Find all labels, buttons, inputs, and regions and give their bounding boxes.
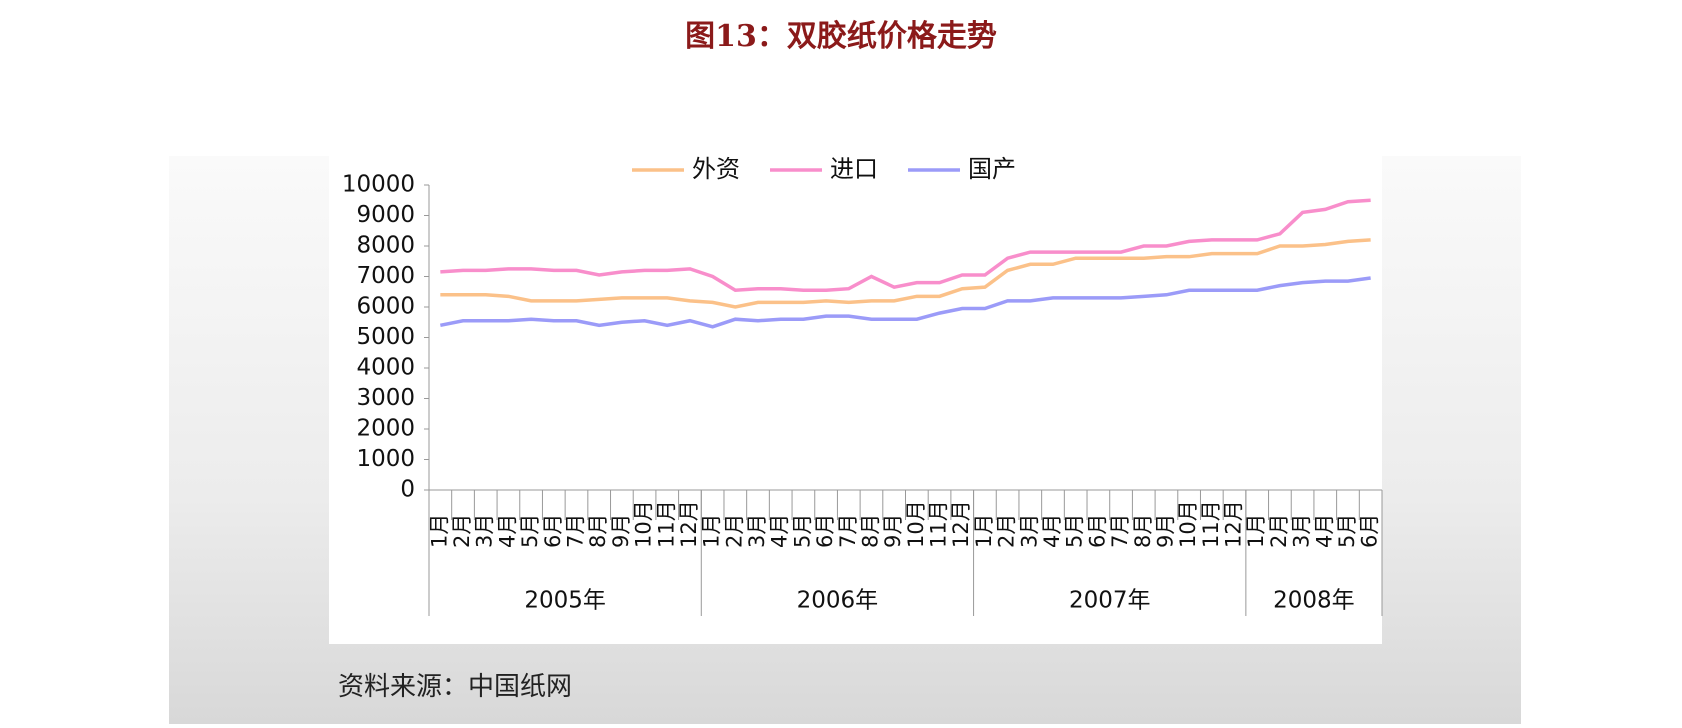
x-tick-label: 8月 (1131, 514, 1155, 548)
y-tick-label: 10000 (342, 172, 415, 198)
x-tick-label: 5月 (1063, 514, 1087, 548)
y-tick-label: 1000 (356, 446, 415, 472)
x-tick-label: 6月 (1358, 514, 1382, 548)
y-tick-label: 6000 (356, 294, 415, 320)
x-tick-label: 6月 (1085, 514, 1109, 548)
month-labels: 1月2月3月4月5月6月7月8月9月10月11月12月1月2月3月4月5月6月7… (427, 500, 1381, 548)
x-tick-label: 7月 (1108, 514, 1132, 548)
x-tick-label: 2月 (450, 514, 474, 548)
x-tick-label: 3月 (745, 514, 769, 548)
group-label: 2005年 (524, 588, 606, 614)
y-tick-label: 9000 (356, 202, 415, 228)
group-label: 2008年 (1273, 588, 1355, 614)
x-tick-label: 4月 (1040, 514, 1064, 548)
y-tick-label: 4000 (356, 355, 415, 381)
series-line (440, 238, 1371, 309)
x-tick-label: 5月 (1335, 514, 1359, 548)
series-line (440, 198, 1371, 293)
x-tick-label: 12月 (677, 500, 701, 548)
y-tick-label: 5000 (356, 324, 415, 350)
x-tick-label: 3月 (473, 514, 497, 548)
title: 图13：双胶纸价格走势 (685, 19, 997, 54)
y-tick-label: 0 (400, 477, 415, 503)
y-tick-label: 3000 (356, 385, 415, 411)
x-tick-label: 7月 (836, 514, 860, 548)
source: 资料来源：中国纸网 (338, 672, 572, 702)
x-tick-label: 9月 (881, 514, 905, 548)
y-tick-label: 2000 (356, 416, 415, 442)
x-tick-label: 3月 (1290, 514, 1314, 548)
legend-label: 进口 (830, 155, 878, 183)
x-tick-label: 1月 (972, 514, 996, 548)
x-tick-label: 12月 (949, 500, 973, 548)
legend-label: 国产 (968, 155, 1016, 183)
x-tick-label: 11月 (654, 500, 678, 548)
x-tick-label: 10月 (1176, 500, 1200, 548)
group-label: 2006年 (797, 588, 879, 614)
x-tick-label: 5月 (790, 514, 814, 548)
x-tick-label: 1月 (700, 514, 724, 548)
x-tick-label: 8月 (858, 514, 882, 548)
x-tick-label: 4月 (768, 514, 792, 548)
x-tick-label: 8月 (586, 514, 610, 548)
group-label: 2007年 (1069, 588, 1151, 614)
x-tick-label: 2月 (995, 514, 1019, 548)
x-tick-label: 6月 (541, 514, 565, 548)
y-tick-label: 7000 (356, 263, 415, 289)
x-tick-label: 1月 (427, 514, 451, 548)
x-tick-label: 10月 (632, 500, 656, 548)
x-tick-label: 9月 (609, 514, 633, 548)
series-line (439, 276, 1371, 329)
x-tick-label: 7月 (563, 514, 587, 548)
x-tick-label: 11月 (927, 500, 951, 548)
x-tick-label: 5月 (518, 514, 542, 548)
legend-label: 外资 (692, 155, 740, 183)
chart-panel (329, 150, 1382, 644)
x-tick-label: 1月 (1244, 514, 1268, 548)
x-tick-label: 4月 (495, 514, 519, 548)
x-tick-label: 11月 (1199, 500, 1223, 548)
x-tick-label: 2月 (722, 514, 746, 548)
y-tick-label: 8000 (356, 233, 415, 259)
x-tick-label: 12月 (1222, 500, 1246, 548)
x-tick-label: 2月 (1267, 514, 1291, 548)
x-tick-label: 6月 (813, 514, 837, 548)
x-tick-label: 3月 (1017, 514, 1041, 548)
x-tick-label: 4月 (1312, 514, 1336, 548)
x-tick-label: 9月 (1153, 514, 1177, 548)
x-tick-label: 10月 (904, 500, 928, 548)
